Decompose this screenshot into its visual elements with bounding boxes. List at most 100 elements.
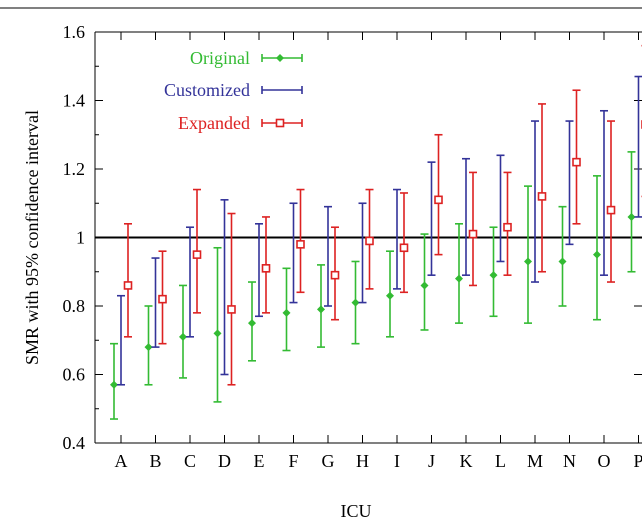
data-point-expanded-J — [434, 133, 443, 256]
point-marker — [330, 270, 340, 280]
point-marker — [213, 329, 222, 338]
y-tick-label: 1.2 — [63, 159, 86, 179]
legend-label: Customized — [164, 80, 250, 100]
series-original — [110, 151, 636, 420]
point-marker — [537, 192, 547, 201]
legend-label: Expanded — [178, 113, 250, 133]
x-tick-label: P — [633, 451, 642, 471]
point-marker — [123, 281, 133, 290]
point-marker — [110, 380, 118, 389]
legend: Original Customized Expanded — [164, 48, 303, 133]
series-expanded — [123, 44, 642, 386]
y-tick-label: 0.6 — [63, 365, 86, 385]
x-tick-label: O — [598, 451, 611, 471]
x-tick-label: E — [254, 451, 265, 471]
data-point-customized-P — [634, 75, 642, 218]
data-point-original-F — [282, 267, 291, 352]
data-point-expanded-F — [296, 188, 305, 294]
data-point-customized-I — [393, 188, 401, 290]
point-marker — [489, 271, 498, 280]
point-marker — [296, 240, 305, 249]
point-marker — [179, 332, 187, 341]
legend-label: Original — [190, 48, 250, 68]
data-point-customized-H — [358, 202, 367, 304]
data-point-original-E — [248, 281, 256, 362]
point-marker — [524, 257, 532, 266]
x-tick-label: N — [563, 451, 576, 471]
legend-marker — [276, 54, 284, 62]
y-tick-label: 1 — [76, 228, 85, 248]
point-marker — [282, 308, 291, 317]
legend-item-expanded: Expanded — [178, 113, 303, 133]
point-marker — [606, 205, 616, 215]
point-marker — [351, 298, 360, 307]
data-point-expanded-K — [468, 171, 478, 287]
series-customized — [117, 75, 642, 386]
x-tick-label: J — [428, 451, 435, 471]
data-point-expanded-E — [261, 216, 271, 314]
point-marker — [227, 305, 236, 314]
data-point-expanded-A — [123, 223, 133, 338]
point-marker — [365, 236, 374, 246]
data-point-customized-O — [600, 109, 608, 276]
point-marker — [386, 291, 394, 300]
point-marker — [572, 157, 581, 167]
point-marker — [158, 294, 167, 304]
legend-item-original: Original — [190, 48, 303, 68]
data-point-original-K — [455, 223, 463, 324]
data-point-expanded-G — [330, 226, 340, 321]
point-marker — [434, 195, 443, 205]
data-point-customized-K — [462, 157, 470, 276]
data-point-expanded-L — [503, 171, 512, 276]
data-point-customized-F — [289, 202, 298, 304]
data-point-expanded-B — [158, 250, 167, 345]
x-tick-label: L — [495, 451, 506, 471]
point-marker — [317, 305, 325, 314]
x-tick-label: B — [149, 451, 161, 471]
y-tick-label: 0.4 — [63, 433, 86, 453]
point-marker — [455, 274, 463, 283]
point-marker — [593, 250, 601, 259]
series-layer — [110, 44, 642, 420]
point-marker — [468, 229, 478, 239]
data-point-original-A — [110, 342, 118, 420]
x-tick-label: A — [115, 451, 128, 471]
data-point-original-O — [593, 175, 601, 321]
point-marker — [627, 212, 636, 221]
legend-item-customized: Customized — [164, 80, 303, 100]
x-tick-label: M — [527, 451, 543, 471]
data-point-expanded-H — [365, 188, 374, 290]
data-point-customized-E — [255, 223, 263, 318]
data-point-customized-N — [565, 120, 574, 246]
data-point-original-L — [489, 226, 498, 318]
data-point-original-H — [351, 260, 360, 345]
point-marker — [261, 264, 271, 273]
data-point-original-B — [144, 305, 153, 386]
x-tick-label: K — [460, 451, 473, 471]
data-point-customized-A — [117, 294, 125, 386]
data-point-customized-C — [186, 226, 194, 338]
y-tick-label: 1.6 — [63, 22, 86, 42]
y-axis-title: SMR with 95% confidence interval — [22, 110, 42, 365]
data-point-customized-G — [324, 205, 332, 307]
data-point-original-J — [420, 233, 429, 331]
data-point-expanded-N — [572, 89, 581, 225]
x-tick-label: C — [184, 451, 196, 471]
data-point-customized-M — [531, 120, 539, 283]
data-point-expanded-C — [192, 188, 202, 314]
point-marker — [399, 243, 409, 253]
data-point-customized-J — [427, 161, 436, 276]
point-marker — [144, 343, 153, 352]
point-marker — [558, 257, 567, 266]
legend-marker — [275, 118, 285, 128]
data-point-original-P — [627, 151, 636, 273]
x-tick-label: G — [322, 451, 335, 471]
y-axis-ticks: 0.4 0.6 0.8 1 1.2 1.4 1.6 — [63, 22, 642, 453]
x-axis-title: ICU — [341, 501, 372, 521]
y-tick-label: 0.8 — [63, 296, 86, 316]
data-point-original-I — [386, 250, 394, 338]
data-point-customized-B — [151, 257, 160, 348]
data-point-expanded-M — [537, 103, 547, 273]
